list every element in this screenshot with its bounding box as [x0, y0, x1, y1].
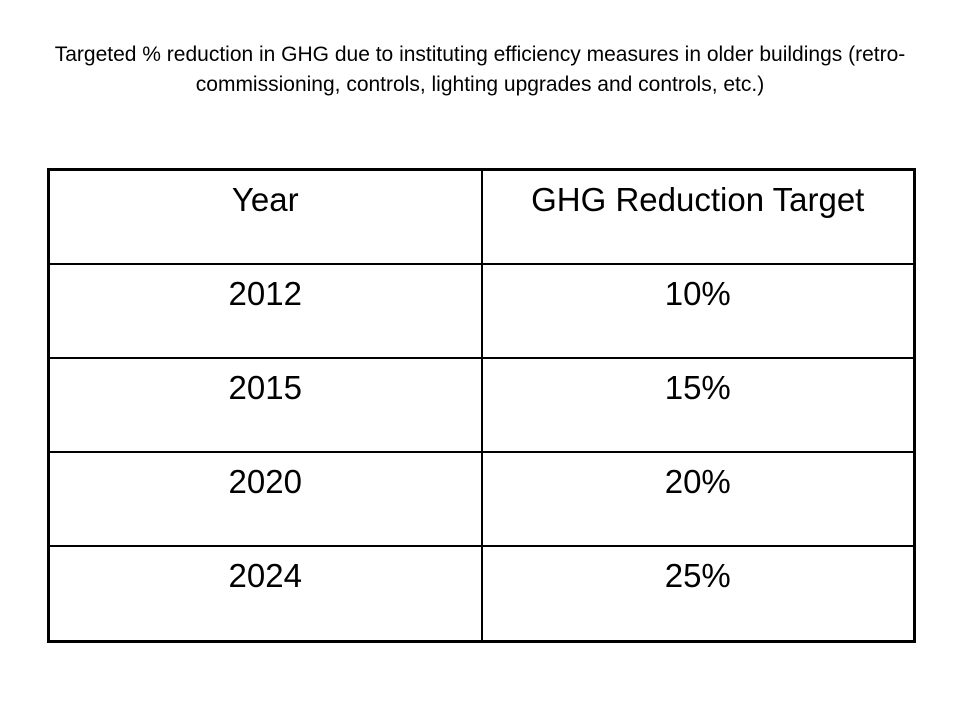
target-cell: 10%	[480, 262, 916, 359]
table-row: 2015 15%	[47, 356, 916, 453]
table-row: 2024 25%	[47, 544, 916, 643]
slide-title: Targeted % reduction in GHG due to insti…	[54, 43, 906, 96]
table-row: 2020 20%	[47, 450, 916, 547]
target-cell: 15%	[480, 356, 916, 453]
year-cell: 2020	[47, 450, 483, 547]
year-cell: 2024	[47, 544, 483, 643]
table-row: 2012 10%	[47, 262, 916, 359]
year-cell: 2012	[47, 262, 483, 359]
ghg-target-table: Year GHG Reduction Target 2012 10% 2015 …	[47, 168, 916, 643]
header-year: Year	[47, 168, 483, 265]
target-cell: 20%	[480, 450, 916, 547]
table-header-row: Year GHG Reduction Target	[47, 168, 916, 265]
year-cell: 2015	[47, 356, 483, 453]
header-ghg-reduction-target: GHG Reduction Target	[480, 168, 916, 265]
target-cell: 25%	[480, 544, 916, 643]
